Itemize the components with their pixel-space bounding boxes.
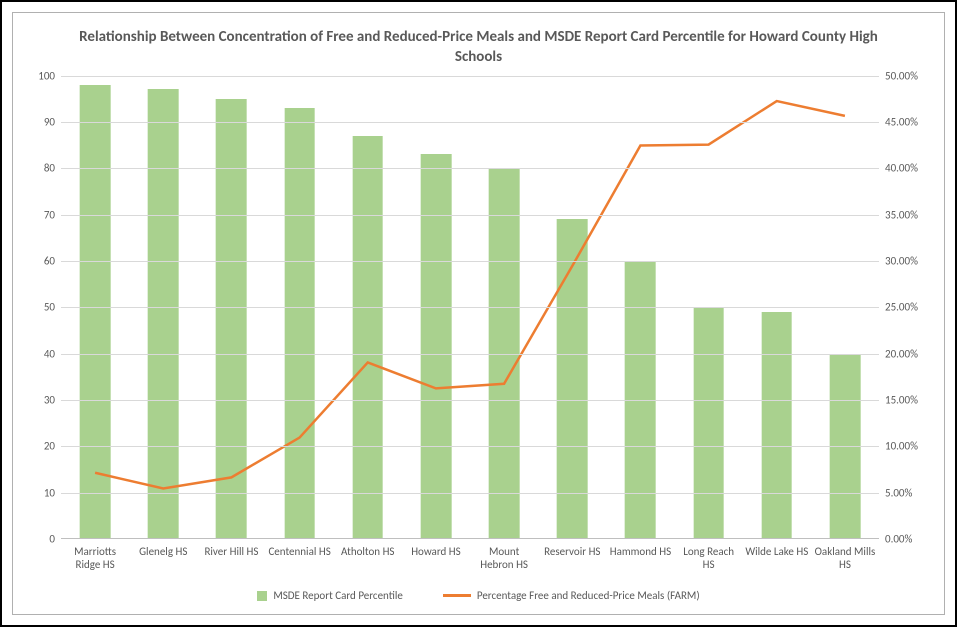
y2-tick-label: 5.00% — [885, 486, 912, 499]
y1-tick-label: 40 — [44, 347, 55, 360]
y1-tick-label: 90 — [44, 115, 55, 128]
gridline — [61, 307, 879, 308]
gridline — [61, 261, 879, 262]
y1-tick-label: 100 — [38, 69, 55, 82]
x-axis-label: Centennial HS — [266, 539, 334, 581]
plot-row: 0102030405060708090100 0.00%5.00%10.00%1… — [13, 76, 944, 540]
legend-line-label: Percentage Free and Reduced-Price Meals … — [477, 589, 700, 602]
x-axis-labels: Marriotts Ridge HSGlenelg HSRiver Hill H… — [61, 539, 879, 581]
y1-tick-label: 60 — [44, 254, 55, 267]
x-axis-baseline — [61, 538, 879, 539]
legend-bar-label: MSDE Report Card Percentile — [273, 589, 403, 602]
y2-tick-label: 10.00% — [885, 440, 918, 453]
y1-tick-label: 70 — [44, 208, 55, 221]
x-axis-label: Hammond HS — [606, 539, 674, 581]
x-axis-label: River Hill HS — [197, 539, 265, 581]
y1-tick-label: 10 — [44, 486, 55, 499]
x-axis-label: Oakland Mills HS — [811, 539, 879, 581]
y2-tick-label: 30.00% — [885, 254, 918, 267]
y-axis-left: 0102030405060708090100 — [23, 76, 61, 540]
y2-tick-label: 45.00% — [885, 115, 918, 128]
legend-item-line: Percentage Free and Reduced-Price Meals … — [443, 589, 700, 602]
x-axis-label: Atholton HS — [334, 539, 402, 581]
chart-title: Relationship Between Concentration of Fr… — [13, 13, 944, 76]
gridline — [61, 400, 879, 401]
gridline — [61, 446, 879, 447]
chart-frame: Relationship Between Concentration of Fr… — [12, 12, 945, 615]
y2-tick-label: 50.00% — [885, 69, 918, 82]
y1-tick-label: 80 — [44, 162, 55, 175]
x-axis-label: Howard HS — [402, 539, 470, 581]
y1-tick-label: 50 — [44, 301, 55, 314]
gridline — [61, 122, 879, 123]
legend: MSDE Report Card Percentile Percentage F… — [13, 581, 944, 614]
x-axis-label: Long Reach HS — [675, 539, 743, 581]
x-axis-label: Marriotts Ridge HS — [61, 539, 129, 581]
bar-swatch-icon — [257, 591, 267, 601]
line-series — [95, 101, 845, 488]
gridline — [61, 215, 879, 216]
gridline — [61, 493, 879, 494]
x-axis-label: Glenelg HS — [129, 539, 197, 581]
x-axis-label: Wilde Lake HS — [743, 539, 811, 581]
y2-tick-label: 25.00% — [885, 301, 918, 314]
y2-tick-label: 20.00% — [885, 347, 918, 360]
y2-tick-label: 15.00% — [885, 393, 918, 406]
y1-tick-label: 20 — [44, 440, 55, 453]
gridline — [61, 76, 879, 77]
line-swatch-icon — [443, 594, 471, 597]
y2-tick-label: 35.00% — [885, 208, 918, 221]
outer-frame: Relationship Between Concentration of Fr… — [0, 0, 957, 627]
gridline — [61, 168, 879, 169]
y2-tick-label: 0.00% — [885, 533, 912, 546]
x-axis-label: Mount Hebron HS — [470, 539, 538, 581]
y-axis-right: 0.00%5.00%10.00%15.00%20.00%25.00%30.00%… — [879, 76, 934, 540]
y2-tick-label: 40.00% — [885, 162, 918, 175]
y1-tick-label: 0 — [49, 533, 55, 546]
y1-tick-label: 30 — [44, 393, 55, 406]
x-axis-row: Marriotts Ridge HSGlenelg HSRiver Hill H… — [13, 539, 944, 581]
gridline — [61, 354, 879, 355]
legend-item-bar: MSDE Report Card Percentile — [257, 589, 403, 602]
plot-area — [61, 76, 879, 540]
x-axis-label: Reservoir HS — [538, 539, 606, 581]
